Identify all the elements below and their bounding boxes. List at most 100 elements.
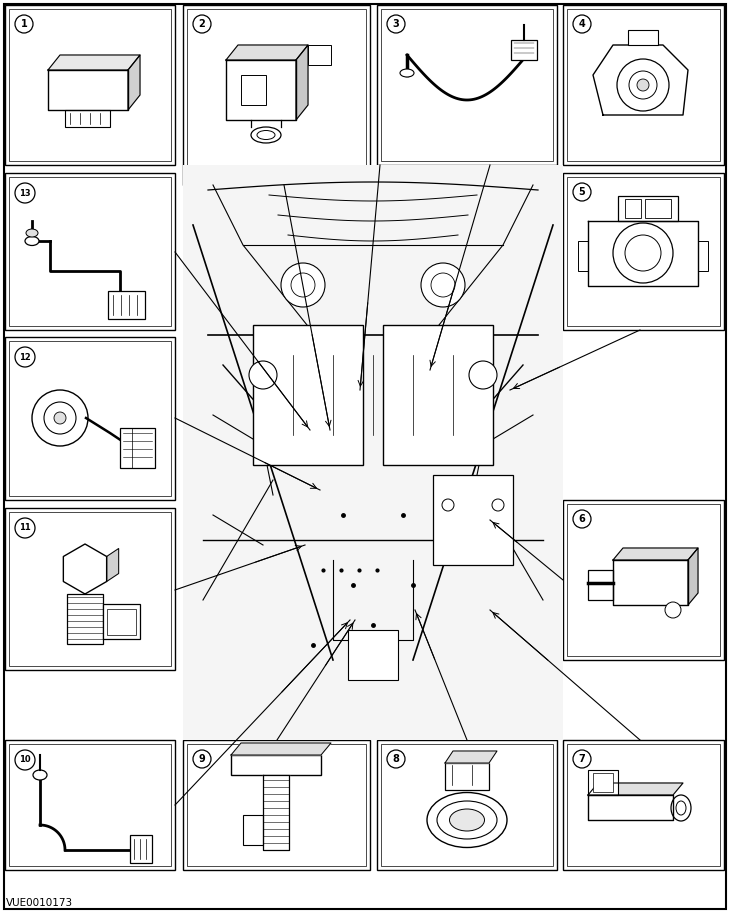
- Circle shape: [32, 390, 88, 446]
- Ellipse shape: [671, 795, 691, 821]
- Circle shape: [291, 273, 315, 297]
- Bar: [5, 5, 175, 165]
- Circle shape: [629, 71, 657, 99]
- Polygon shape: [231, 743, 331, 755]
- Bar: [9, 744, 171, 866]
- Ellipse shape: [676, 801, 686, 815]
- Circle shape: [15, 183, 35, 203]
- Bar: [567, 9, 720, 161]
- Ellipse shape: [400, 69, 414, 77]
- Text: 12: 12: [19, 353, 31, 362]
- Text: 3: 3: [393, 19, 399, 29]
- Bar: [567, 504, 720, 656]
- Ellipse shape: [427, 792, 507, 847]
- Circle shape: [15, 15, 33, 33]
- Bar: [588, 770, 618, 795]
- Polygon shape: [445, 751, 497, 763]
- Text: 11: 11: [19, 524, 31, 532]
- Polygon shape: [296, 45, 308, 120]
- Text: 9: 9: [199, 754, 205, 764]
- Text: 8: 8: [393, 754, 399, 764]
- Bar: [377, 740, 557, 870]
- Bar: [5, 337, 175, 500]
- Bar: [563, 740, 724, 870]
- Ellipse shape: [33, 770, 47, 780]
- Bar: [381, 9, 553, 161]
- Bar: [625, 199, 641, 218]
- Polygon shape: [226, 60, 296, 120]
- Bar: [183, 5, 370, 185]
- Text: 4: 4: [579, 19, 585, 29]
- Bar: [578, 241, 588, 271]
- Bar: [563, 5, 724, 165]
- Circle shape: [44, 402, 76, 434]
- Text: 10: 10: [19, 756, 31, 765]
- Bar: [381, 744, 553, 866]
- Bar: [567, 744, 720, 866]
- Circle shape: [15, 518, 35, 538]
- Bar: [698, 241, 708, 271]
- Bar: [377, 5, 557, 165]
- Text: VUE0010173: VUE0010173: [6, 898, 73, 908]
- Bar: [5, 173, 175, 330]
- Ellipse shape: [25, 236, 39, 245]
- Circle shape: [637, 79, 649, 91]
- Bar: [9, 341, 171, 496]
- Text: 13: 13: [19, 189, 31, 198]
- Bar: [383, 325, 493, 465]
- Polygon shape: [226, 45, 308, 60]
- Ellipse shape: [450, 809, 485, 831]
- Bar: [628, 30, 658, 45]
- Bar: [183, 740, 370, 870]
- Polygon shape: [588, 783, 683, 795]
- Polygon shape: [593, 45, 688, 115]
- Bar: [231, 755, 321, 775]
- Polygon shape: [588, 221, 698, 286]
- Circle shape: [15, 750, 35, 770]
- Ellipse shape: [26, 229, 38, 237]
- Text: 5: 5: [579, 187, 585, 197]
- Circle shape: [665, 602, 681, 618]
- Bar: [9, 9, 171, 161]
- Bar: [9, 512, 171, 666]
- Circle shape: [573, 510, 591, 528]
- Bar: [65, 110, 110, 127]
- Circle shape: [573, 750, 591, 768]
- Bar: [130, 835, 152, 863]
- Circle shape: [193, 750, 211, 768]
- Bar: [433, 475, 513, 565]
- Bar: [308, 45, 331, 65]
- Bar: [67, 594, 103, 644]
- Circle shape: [249, 361, 277, 389]
- Polygon shape: [48, 55, 140, 70]
- Circle shape: [573, 15, 591, 33]
- Bar: [445, 763, 489, 790]
- Bar: [107, 609, 136, 635]
- Polygon shape: [48, 70, 128, 110]
- Text: 1: 1: [20, 19, 28, 29]
- Circle shape: [15, 347, 35, 367]
- Circle shape: [469, 361, 497, 389]
- Polygon shape: [128, 55, 140, 110]
- Bar: [103, 604, 140, 639]
- Polygon shape: [107, 549, 119, 582]
- Ellipse shape: [257, 130, 275, 139]
- Bar: [187, 744, 366, 866]
- Bar: [618, 196, 678, 221]
- Bar: [593, 773, 613, 792]
- Circle shape: [281, 263, 325, 307]
- Circle shape: [617, 59, 669, 111]
- Bar: [120, 428, 155, 468]
- Circle shape: [431, 273, 455, 297]
- Bar: [645, 199, 671, 218]
- Bar: [9, 177, 171, 326]
- Circle shape: [625, 235, 661, 271]
- Bar: [5, 740, 175, 870]
- Polygon shape: [588, 795, 673, 820]
- Ellipse shape: [437, 801, 497, 839]
- Circle shape: [421, 263, 465, 307]
- Ellipse shape: [251, 127, 281, 143]
- Polygon shape: [613, 548, 698, 560]
- Circle shape: [387, 15, 405, 33]
- Text: 6: 6: [579, 514, 585, 524]
